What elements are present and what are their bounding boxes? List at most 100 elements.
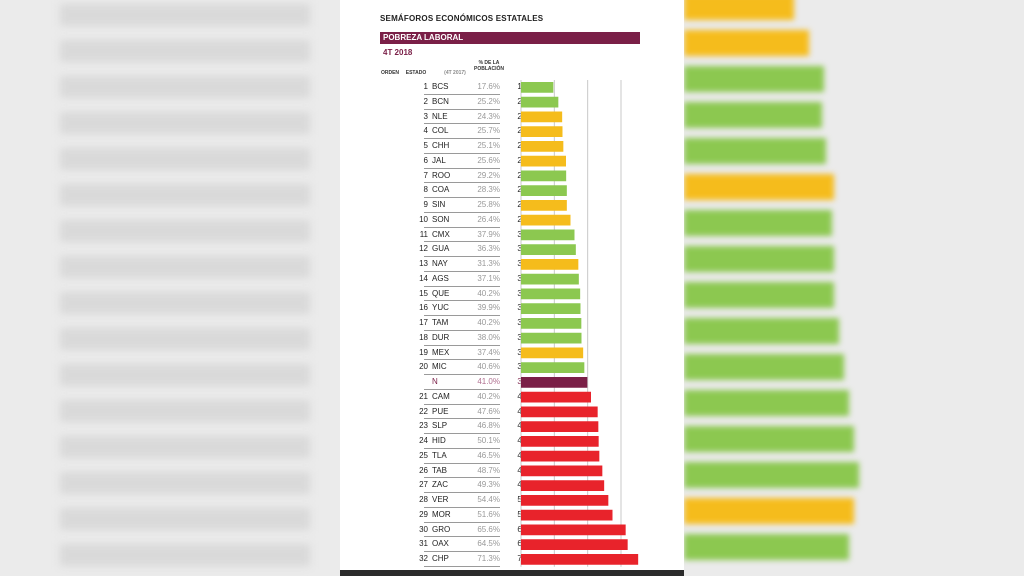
row-prev-value: 46.5% — [477, 450, 500, 460]
row-separator — [424, 418, 500, 420]
row-separator — [424, 536, 500, 538]
blurred-row — [60, 220, 310, 242]
blurred-bar — [684, 0, 794, 20]
row-state: MOR — [432, 509, 451, 519]
row-rank: 11 — [419, 229, 428, 239]
row-state: JAL — [432, 155, 446, 165]
row-state: NLE — [432, 111, 448, 121]
row-prev-value: 24.3% — [477, 111, 500, 121]
row-rank: 18 — [419, 332, 428, 342]
row-prev-value: 51.6% — [477, 509, 500, 519]
row-rank: 4 — [423, 126, 428, 136]
row-rank: 29 — [419, 509, 428, 519]
bar-mex — [521, 347, 584, 359]
row-separator — [424, 565, 500, 567]
row-rank: 31 — [419, 539, 428, 549]
row-rank: 15 — [419, 288, 428, 298]
row-state: HID — [432, 436, 446, 445]
bar-bcn — [521, 96, 559, 108]
row-separator — [424, 492, 500, 493]
blurred-row — [60, 256, 310, 278]
bar-ags — [521, 273, 579, 285]
row-prev-value: 64.5% — [477, 539, 500, 549]
row-rank: 3 — [423, 111, 428, 121]
row-state: CHP — [432, 554, 449, 563]
bar-zac — [521, 480, 605, 491]
row-separator — [424, 300, 500, 302]
bar-tla — [521, 450, 600, 462]
row-rank: 21 — [419, 391, 428, 401]
row-prev-value: 40.2% — [477, 391, 500, 401]
row-separator — [424, 403, 500, 405]
blurred-row — [60, 328, 310, 350]
blurred-row — [60, 76, 310, 98]
row-state: CHH — [432, 141, 450, 150]
row-rank: 6 — [423, 155, 428, 165]
bar-sin — [521, 200, 567, 211]
row-prev-value: 28.3% — [477, 185, 500, 195]
blurred-bar — [684, 102, 822, 128]
row-state: SLP — [432, 421, 448, 431]
row-rank: 27 — [419, 480, 428, 490]
row-rank: 16 — [419, 303, 428, 313]
column-header-curr-line2: POBLACIÓN — [474, 66, 504, 72]
row-rank: 26 — [419, 465, 428, 475]
bar-jal — [521, 155, 566, 167]
bar-chh — [521, 141, 564, 152]
row-prev-value: 54.4% — [477, 495, 500, 504]
row-prev-value: 50.1% — [477, 436, 500, 445]
row-prev-value: 40.2% — [477, 318, 500, 327]
row-rank: 1 — [423, 82, 428, 91]
row-separator — [424, 152, 500, 154]
row-separator — [424, 108, 500, 110]
row-rank: 30 — [419, 524, 428, 534]
row-separator — [424, 256, 500, 257]
blurred-bar — [684, 498, 854, 524]
blurred-row — [60, 184, 310, 206]
row-separator — [424, 315, 500, 316]
bar-n — [521, 377, 588, 388]
row-separator — [424, 211, 500, 213]
row-prev-value: 46.8% — [477, 421, 500, 431]
blurred-bar — [684, 66, 824, 92]
row-rank: 7 — [423, 170, 428, 180]
blurred-bar — [684, 462, 859, 488]
column-header-state: ESTADO — [405, 70, 427, 76]
row-state: OAX — [432, 539, 449, 549]
bar-oax — [521, 539, 628, 550]
row-rank: 22 — [419, 406, 428, 416]
row-prev-value: 31.3% — [477, 259, 500, 268]
row-prev-value: 40.2% — [477, 288, 500, 298]
row-separator — [424, 344, 500, 346]
row-state: BCN — [432, 96, 449, 106]
bar-yuc — [521, 303, 581, 314]
row-prev-value: 47.6% — [477, 406, 500, 416]
row-separator — [424, 285, 500, 287]
row-state: COL — [432, 126, 449, 136]
row-state: YUC — [432, 303, 449, 313]
row-state: DUR — [432, 332, 450, 342]
bar-chp — [521, 554, 639, 565]
bar-coa — [521, 185, 567, 196]
row-state: GUA — [432, 244, 450, 254]
row-separator — [424, 197, 500, 198]
row-separator — [424, 226, 500, 228]
row-prev-value: 25.8% — [477, 200, 500, 209]
bar-nay — [521, 259, 579, 270]
bar-cmx — [521, 229, 575, 241]
row-rank: 8 — [423, 185, 428, 195]
row-state: NAY — [432, 259, 448, 268]
row-state: VER — [432, 495, 449, 504]
bar-chart — [520, 80, 639, 567]
chart-title: SEMÁFOROS ECONÓMICOS ESTATALES — [380, 14, 544, 23]
row-prev-value: 40.6% — [477, 362, 500, 372]
row-separator — [424, 123, 500, 125]
row-rank: 28 — [419, 495, 428, 504]
row-state: N — [432, 377, 438, 386]
row-prev-value: 37.9% — [477, 229, 500, 239]
row-rank: 24 — [419, 436, 428, 445]
row-separator — [424, 477, 500, 479]
row-separator — [424, 182, 500, 184]
row-separator — [424, 388, 500, 390]
blurred-background-left — [0, 0, 340, 576]
